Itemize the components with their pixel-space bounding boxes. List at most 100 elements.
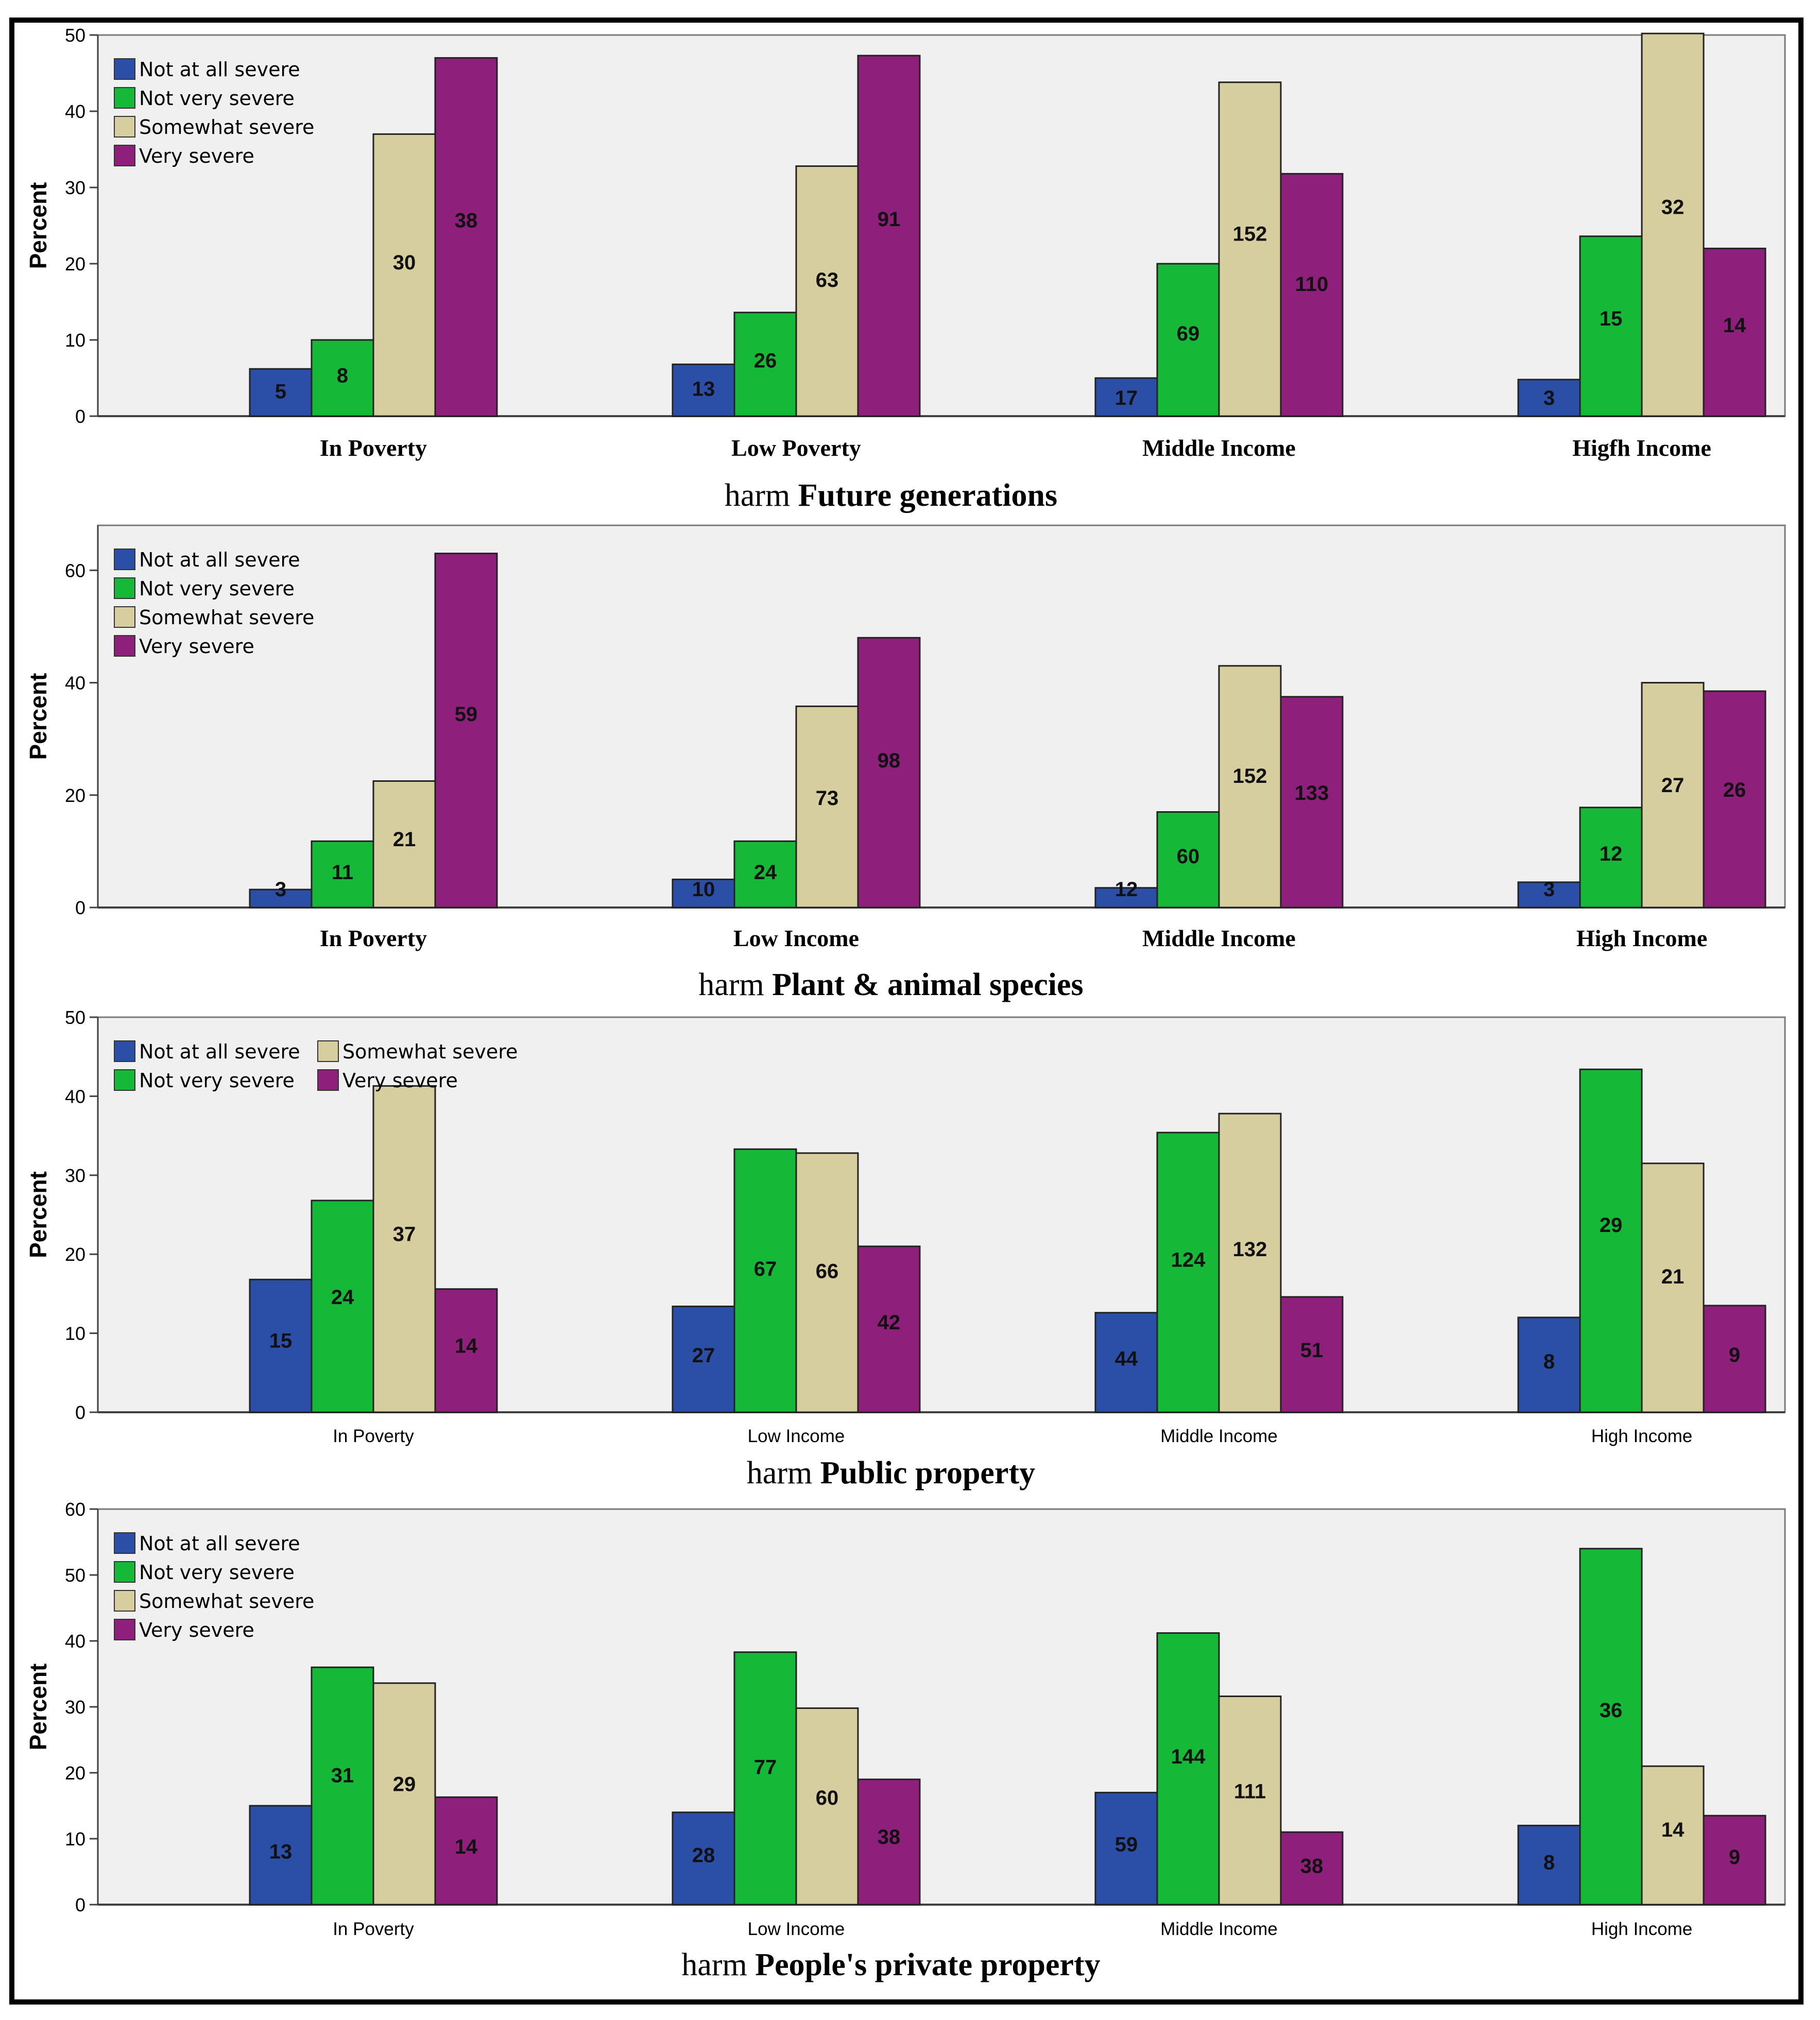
bar-value-label: 36 xyxy=(1600,1699,1623,1722)
bar-value-label: 132 xyxy=(1233,1238,1267,1261)
bar-value-label: 91 xyxy=(878,208,901,231)
legend-swatch-not-at-all-severe xyxy=(114,1040,135,1062)
caption-topic: People's private property xyxy=(755,1947,1100,1982)
bar-value-label: 69 xyxy=(1177,322,1200,345)
bar-very-severe-in-poverty xyxy=(434,1288,498,1413)
legend-swatch-not-at-all-severe xyxy=(114,1532,135,1554)
chart-panel-3: 0 10 20 30 40 50 Percent 15 27 44 8 24 67 124 29 37 66 13… xyxy=(25,1007,1786,1491)
bar-value-label: 17 xyxy=(1115,387,1138,409)
caption-topic: Plant & animal species xyxy=(772,967,1083,1002)
bar-very-severe-low-poverty xyxy=(857,55,921,417)
legend-label-not-very-severe: Not very severe xyxy=(139,1069,295,1092)
bar-not-at-all-severe-in-poverty xyxy=(249,1805,313,1906)
bar-value-label: 44 xyxy=(1115,1348,1138,1371)
y-tick-label: 30 xyxy=(65,1165,85,1186)
caption-prefix: harm xyxy=(681,1947,755,1982)
x-tick-label-in-poverty: In Poverty xyxy=(320,925,427,951)
caption-prefix: harm xyxy=(725,478,798,513)
bar-value-label: 3 xyxy=(1543,387,1555,409)
bar-not-very-severe-middle-income xyxy=(1156,1132,1220,1413)
bar-value-label: 152 xyxy=(1233,222,1267,245)
bar-value-label: 59 xyxy=(455,703,478,726)
bar-not-at-all-severe-high-income xyxy=(1517,1316,1581,1413)
bar-somewhat-severe-higfh-income xyxy=(1641,32,1705,417)
bar-value-label: 133 xyxy=(1295,782,1329,804)
x-tick-label-low-income: Low Income xyxy=(748,1919,845,1939)
legend-label-somewhat-severe: Somewhat severe xyxy=(139,606,314,629)
bar-value-label: 8 xyxy=(1543,1852,1555,1874)
bar-somewhat-severe-middle-income xyxy=(1218,665,1282,909)
legend: Not at all severe Not very severe Somewhat… xyxy=(114,1532,314,1641)
chart-panel-4: 0 10 20 30 40 50 60 Percent 13 28 59 8 31 77 144 36 29 60… xyxy=(25,1499,1786,1982)
bar-very-severe-high-income xyxy=(1703,690,1766,909)
legend-swatch-very-severe xyxy=(317,1069,339,1091)
legend-label-not-very-severe: Not very severe xyxy=(139,1561,295,1584)
bar-value-label: 77 xyxy=(754,1756,777,1778)
bar-somewhat-severe-low-poverty xyxy=(795,165,859,417)
legend-label-somewhat-severe: Somewhat severe xyxy=(139,1590,314,1613)
bar-value-label: 27 xyxy=(692,1344,715,1367)
x-tick-label-middle-income: Middle Income xyxy=(1142,925,1296,951)
bar-value-label: 51 xyxy=(1300,1339,1324,1362)
bar-value-label: 5 xyxy=(275,381,286,403)
bar-value-label: 60 xyxy=(1177,845,1200,868)
bar-value-label: 38 xyxy=(455,209,478,232)
bar-value-label: 13 xyxy=(269,1840,293,1863)
legend-label-very-severe: Very severe xyxy=(139,635,254,658)
legend-label-not-at-all-severe: Not at all severe xyxy=(139,549,300,571)
chart-panel-2: 0 20 40 60 Percent 3 10 12 3 11 24 60 12 21 73 152 27 59 9… xyxy=(25,524,1786,1002)
bar-value-label: 152 xyxy=(1233,765,1267,788)
y-tick-label: 10 xyxy=(65,1323,85,1344)
bar-value-label: 29 xyxy=(393,1773,416,1795)
y-tick-label: 50 xyxy=(65,1565,85,1586)
legend-label-very-severe: Very severe xyxy=(342,1069,458,1092)
legend-label-somewhat-severe: Somewhat severe xyxy=(342,1040,518,1063)
y-axis-label: Percent xyxy=(25,673,51,760)
bar-very-severe-higfh-income xyxy=(1703,247,1766,417)
x-tick-label-in-poverty: In Poverty xyxy=(320,435,427,461)
bar-somewhat-severe-in-poverty xyxy=(372,133,436,417)
bar-value-label: 42 xyxy=(878,1311,901,1334)
legend-swatch-not-very-severe xyxy=(114,1561,135,1583)
bar-not-very-severe-high-income xyxy=(1579,1548,1643,1906)
bar-very-severe-low-income xyxy=(857,1245,921,1413)
bar-value-label: 38 xyxy=(1300,1855,1324,1878)
bar-value-label: 26 xyxy=(754,349,777,372)
bar-value-label: 13 xyxy=(692,378,715,401)
legend-swatch-somewhat-severe xyxy=(114,606,135,628)
y-tick-label: 20 xyxy=(65,253,85,275)
bar-value-label: 28 xyxy=(692,1844,715,1867)
x-tick-label-higfh-income: Higfh Income xyxy=(1572,435,1711,461)
bar-value-label: 8 xyxy=(337,365,348,387)
bar-value-label: 21 xyxy=(1661,1265,1685,1288)
legend-swatch-somewhat-severe xyxy=(114,1590,135,1612)
bar-value-label: 31 xyxy=(331,1765,354,1787)
bar-very-severe-high-income xyxy=(1703,1305,1766,1413)
bar-value-label: 124 xyxy=(1171,1248,1206,1271)
bar-very-severe-in-poverty xyxy=(434,57,498,417)
bar-very-severe-middle-income xyxy=(1280,1296,1344,1413)
bar-value-label: 67 xyxy=(754,1258,777,1280)
bar-value-label: 24 xyxy=(754,861,777,884)
bar-value-label: 24 xyxy=(331,1286,354,1309)
bar-not-very-severe-high-income xyxy=(1579,1068,1643,1413)
legend-swatch-very-severe xyxy=(114,635,135,657)
bar-somewhat-severe-high-income xyxy=(1641,682,1705,909)
y-tick-label: 40 xyxy=(65,1086,85,1107)
bar-value-label: 37 xyxy=(393,1223,416,1246)
bar-value-label: 3 xyxy=(1543,878,1555,901)
legend-label-not-very-severe: Not very severe xyxy=(139,577,295,600)
bar-value-label: 15 xyxy=(269,1329,293,1352)
y-tick-label: 20 xyxy=(65,1244,85,1265)
bar-value-label: 11 xyxy=(332,861,353,884)
bar-value-label: 27 xyxy=(1661,774,1685,797)
legend-label-not-very-severe: Not very severe xyxy=(139,87,295,110)
bar-value-label: 14 xyxy=(455,1334,478,1357)
y-tick-label: 50 xyxy=(65,1007,85,1028)
bar-very-severe-middle-income xyxy=(1280,696,1344,909)
bar-value-label: 10 xyxy=(692,878,715,901)
legend: Not at all severe Not very severe Somewhat… xyxy=(114,58,314,167)
y-tick-label: 10 xyxy=(65,330,85,351)
x-tick-label-high-income: High Income xyxy=(1591,1426,1692,1446)
